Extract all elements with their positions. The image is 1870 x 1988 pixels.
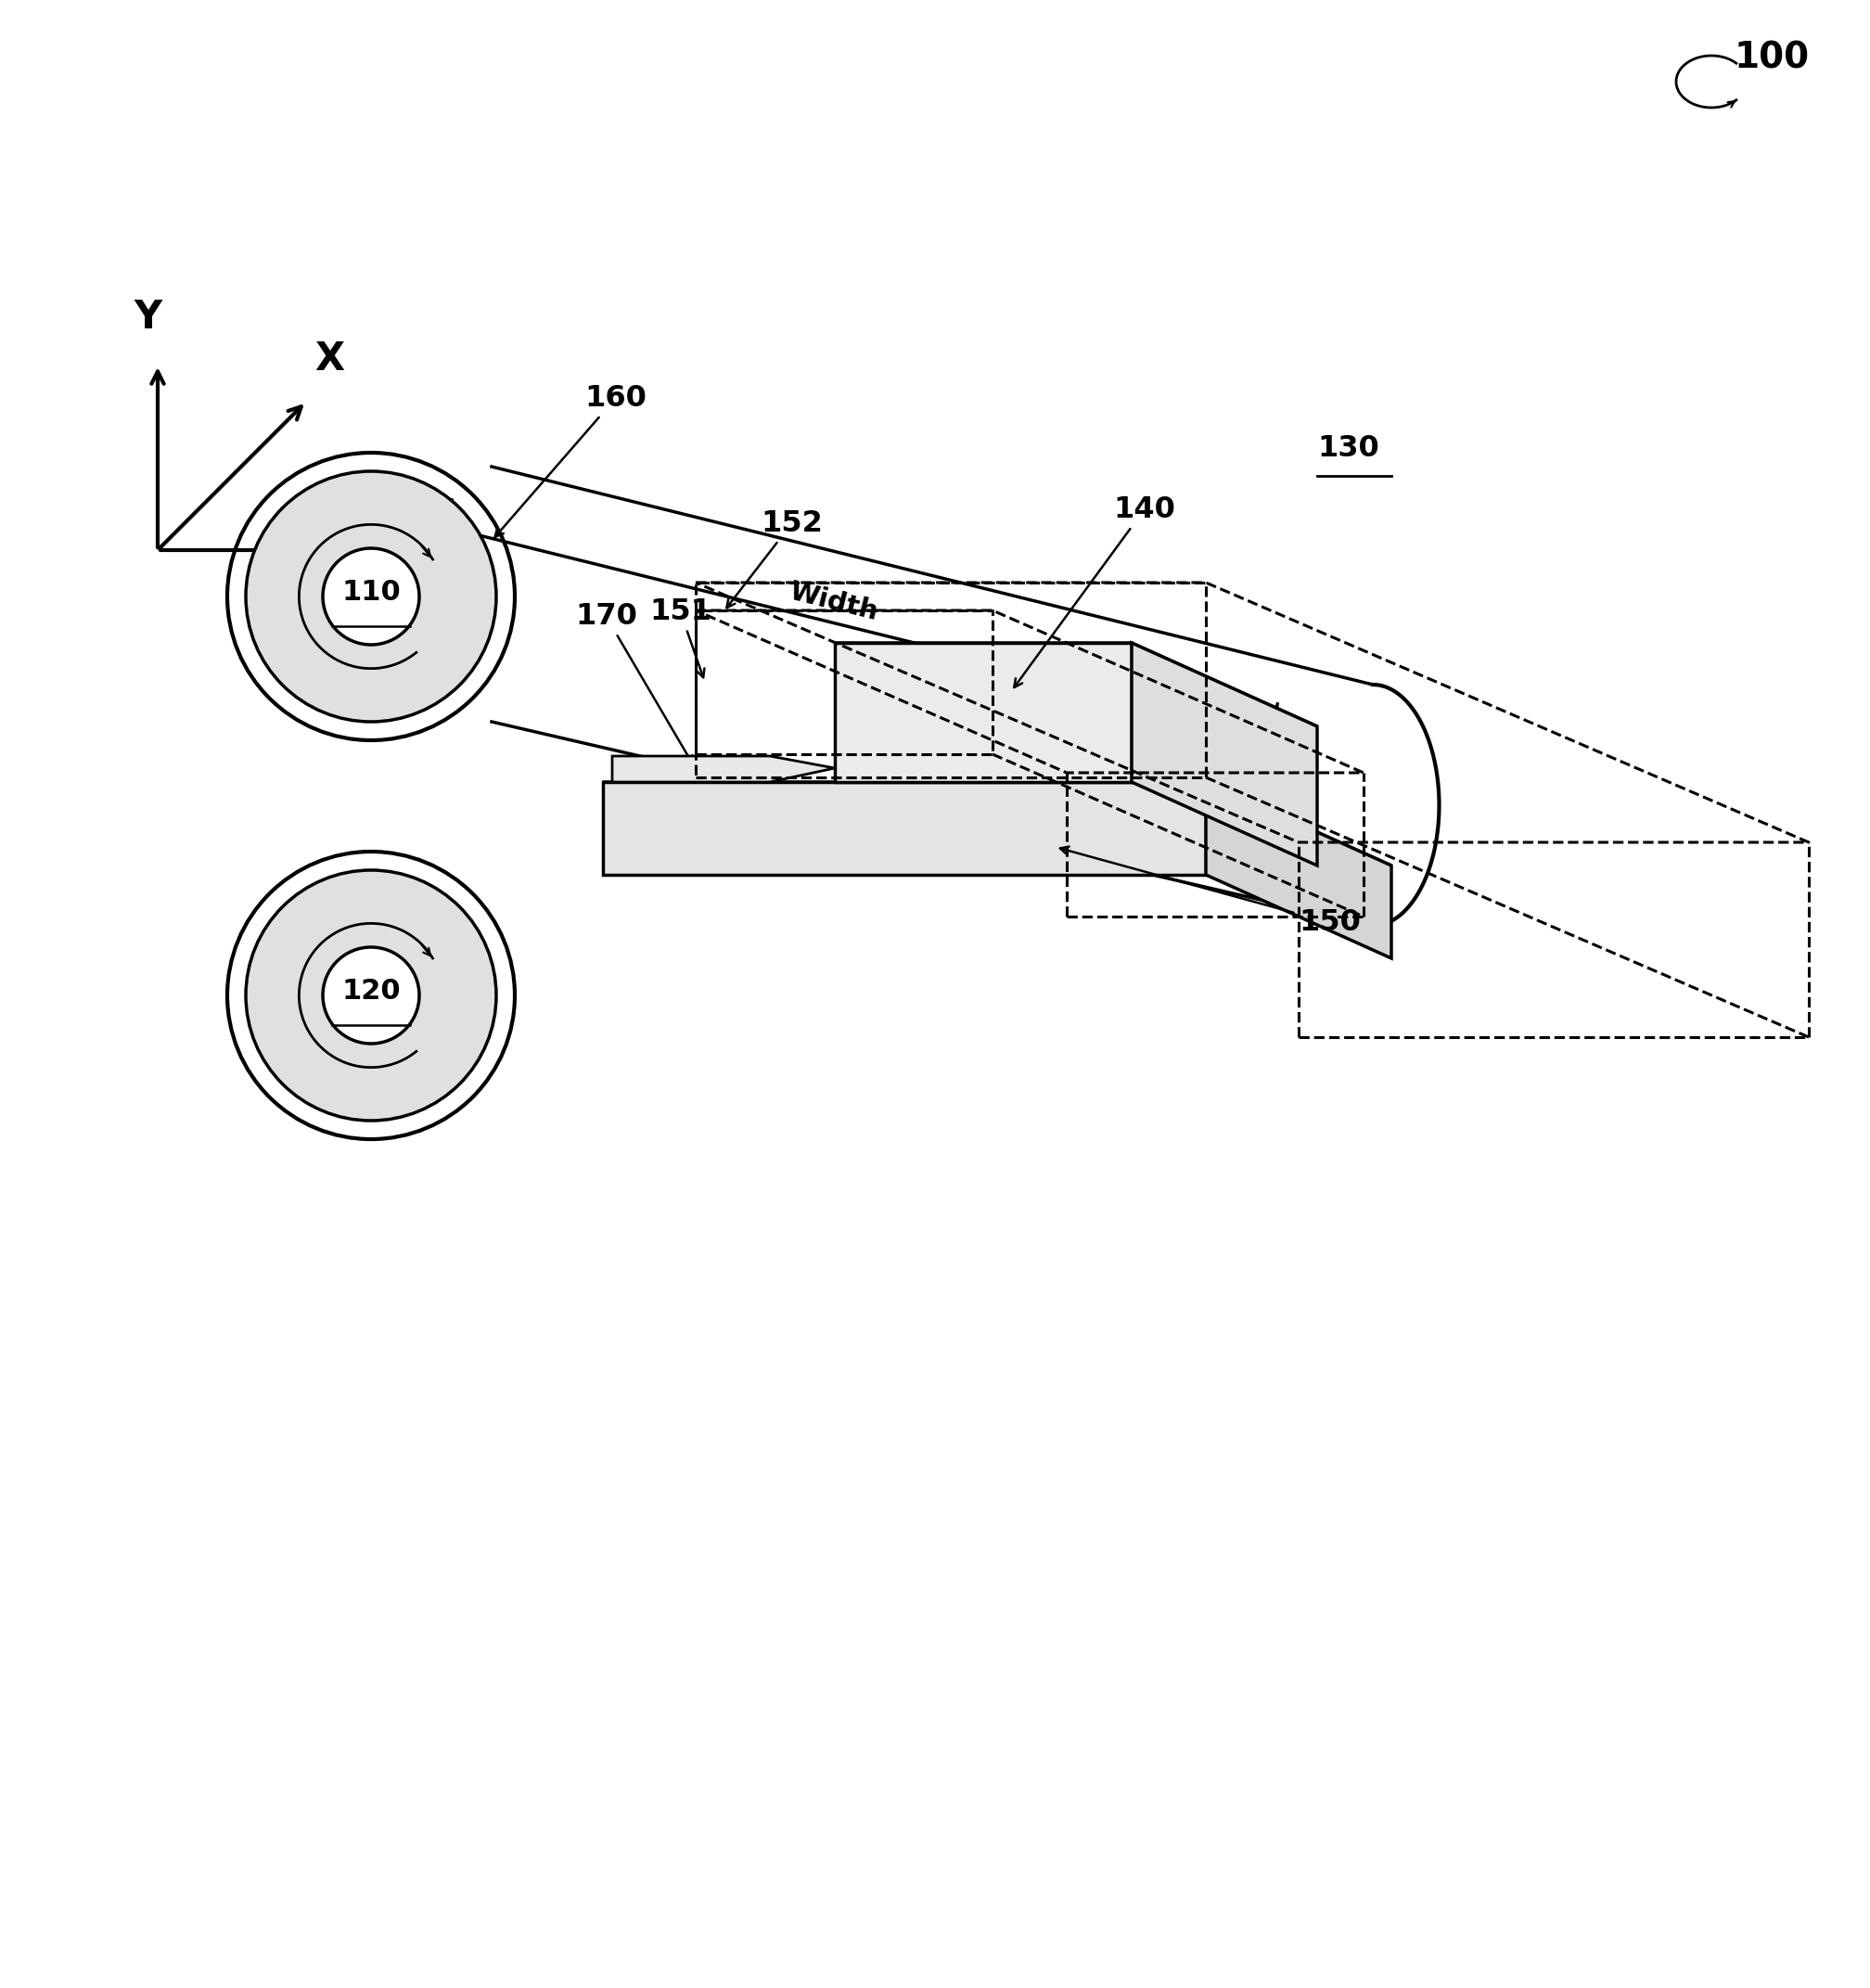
Text: 170: 170 <box>576 602 694 765</box>
Text: 152: 152 <box>727 509 823 608</box>
Text: 151: 151 <box>649 598 711 678</box>
Text: 100: 100 <box>1735 40 1810 76</box>
Circle shape <box>324 549 419 644</box>
Text: 130: 130 <box>1316 433 1378 463</box>
Text: X: X <box>314 340 344 378</box>
Text: Z: Z <box>426 535 454 575</box>
Circle shape <box>324 946 419 1044</box>
Circle shape <box>245 871 496 1121</box>
Polygon shape <box>834 642 1316 726</box>
Polygon shape <box>602 781 1391 865</box>
Text: 150: 150 <box>1060 847 1361 936</box>
Text: 160: 160 <box>496 384 647 537</box>
Text: 140: 140 <box>1014 495 1174 688</box>
Circle shape <box>245 471 496 722</box>
Text: Y: Y <box>135 298 163 336</box>
Polygon shape <box>602 781 1206 875</box>
Text: 110: 110 <box>342 579 400 604</box>
Polygon shape <box>1131 642 1316 865</box>
Text: 120: 120 <box>342 978 400 1004</box>
Polygon shape <box>834 642 1131 781</box>
Text: Width: Width <box>785 579 881 626</box>
Polygon shape <box>611 755 834 781</box>
Polygon shape <box>1206 781 1391 958</box>
